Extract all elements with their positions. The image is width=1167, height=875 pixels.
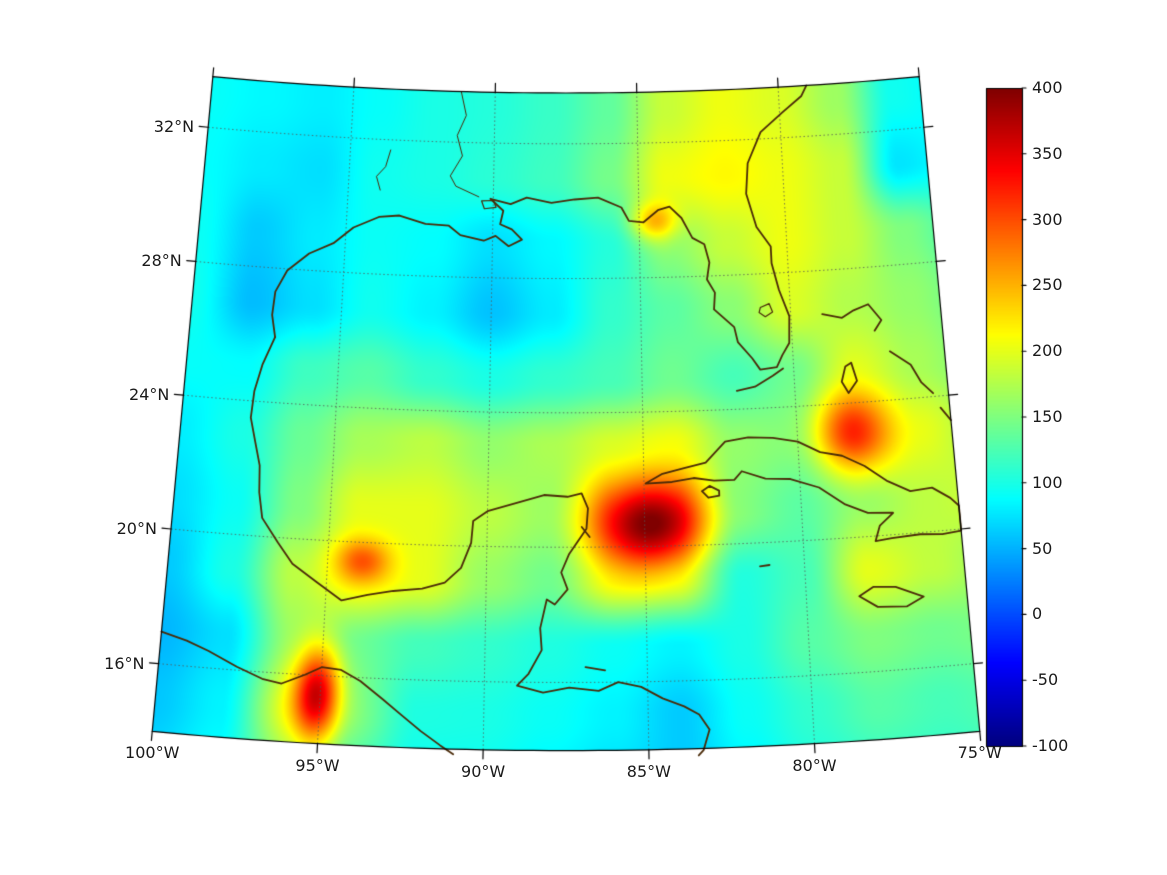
map-plot-canvas bbox=[0, 0, 1167, 875]
gulf-of-mexico-heatmap-figure: 32°N 28°N 24°N 20°N 16°N 100°W 95°W 90°W 85°W 80°… bbox=[0, 0, 1167, 875]
